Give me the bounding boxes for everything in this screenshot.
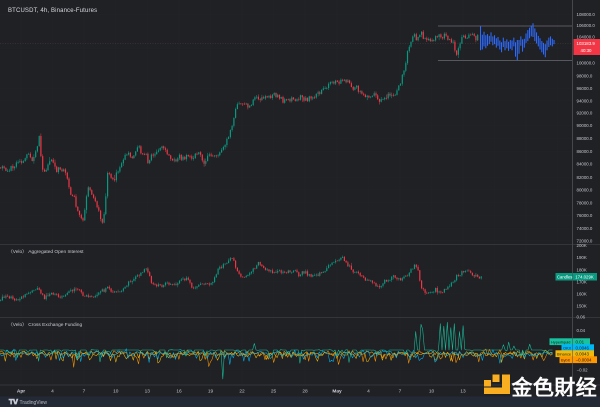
- svg-text:96000.0: 96000.0: [577, 86, 593, 91]
- svg-text:86000.0: 86000.0: [577, 149, 593, 154]
- svg-text:160K: 160K: [577, 291, 587, 296]
- svg-text:4: 4: [51, 389, 54, 395]
- svg-text:78000.0: 78000.0: [577, 200, 593, 205]
- svg-text:0.06: 0.06: [577, 315, 586, 320]
- svg-text:88000.0: 88000.0: [577, 136, 593, 141]
- svg-text:106000.0: 106000.0: [577, 23, 596, 28]
- svg-text:13: 13: [145, 389, 151, 395]
- svg-text:40:30: 40:30: [581, 48, 593, 53]
- svg-text:190K: 190K: [577, 255, 587, 260]
- svg-text:0.0046: 0.0046: [576, 346, 590, 351]
- svg-text:0.04: 0.04: [577, 328, 586, 333]
- svg-text:0.01: 0.01: [576, 340, 585, 345]
- svg-text:金色財经: 金色財经: [511, 376, 598, 400]
- svg-text:13: 13: [460, 389, 466, 395]
- svg-text:150K: 150K: [577, 303, 587, 308]
- svg-text:7: 7: [83, 389, 86, 395]
- svg-text:72000.0: 72000.0: [577, 239, 593, 244]
- svg-text:98000.0: 98000.0: [577, 74, 593, 79]
- svg-text:84000.0: 84000.0: [577, 162, 593, 167]
- svg-text:180K: 180K: [577, 267, 587, 272]
- svg-text:Bybit: Bybit: [561, 358, 571, 363]
- svg-text:10: 10: [113, 389, 119, 395]
- svg-text:104000.0: 104000.0: [577, 35, 596, 40]
- svg-text:108000.0: 108000.0: [577, 12, 596, 17]
- svg-text:Binance: Binance: [557, 352, 571, 357]
- svg-text:Hyperliquid: Hyperliquid: [551, 340, 570, 345]
- svg-text:7: 7: [399, 389, 402, 395]
- svg-text:16: 16: [176, 389, 182, 395]
- svg-text:170K: 170K: [577, 279, 587, 284]
- svg-text:Candles: Candles: [557, 275, 572, 280]
- svg-text:OKX: OKX: [563, 346, 572, 351]
- svg-text:25: 25: [271, 389, 277, 395]
- svg-text:19: 19: [208, 389, 214, 395]
- svg-text:74000.0: 74000.0: [577, 226, 593, 231]
- svg-text:82000.0: 82000.0: [577, 175, 593, 180]
- svg-text:200K: 200K: [577, 243, 587, 248]
- svg-text:〈Velo〉 Cross Exchange Funding: 〈Velo〉 Cross Exchange Funding: [8, 322, 82, 328]
- svg-text:4: 4: [367, 389, 370, 395]
- svg-text:TradingView: TradingView: [20, 400, 48, 406]
- svg-text:76000.0: 76000.0: [577, 213, 593, 218]
- svg-text:−0.02: −0.02: [577, 368, 589, 373]
- svg-text:BTCUSDT, 4h, Binance-Futures: BTCUSDT, 4h, Binance-Futures: [8, 8, 97, 14]
- svg-text:92000.0: 92000.0: [577, 111, 593, 116]
- svg-text:10: 10: [429, 389, 435, 395]
- svg-text:103183.9: 103183.9: [577, 41, 596, 46]
- svg-text:94000.0: 94000.0: [577, 98, 593, 103]
- svg-text:28: 28: [302, 389, 308, 395]
- svg-text:100000.0: 100000.0: [577, 61, 596, 66]
- svg-text:174.029K: 174.029K: [575, 275, 594, 280]
- svg-text:0.0043: 0.0043: [576, 352, 590, 357]
- svg-text:−0.0004: −0.0004: [576, 358, 593, 363]
- svg-text:22: 22: [239, 389, 245, 395]
- svg-text:90000.0: 90000.0: [577, 123, 593, 128]
- svg-text:80000.0: 80000.0: [577, 188, 593, 193]
- svg-text:〈Velo〉 Aggregated Open Interes: 〈Velo〉 Aggregated Open Interest: [8, 249, 84, 255]
- svg-text:Apr: Apr: [17, 389, 25, 395]
- svg-text:May: May: [332, 389, 342, 395]
